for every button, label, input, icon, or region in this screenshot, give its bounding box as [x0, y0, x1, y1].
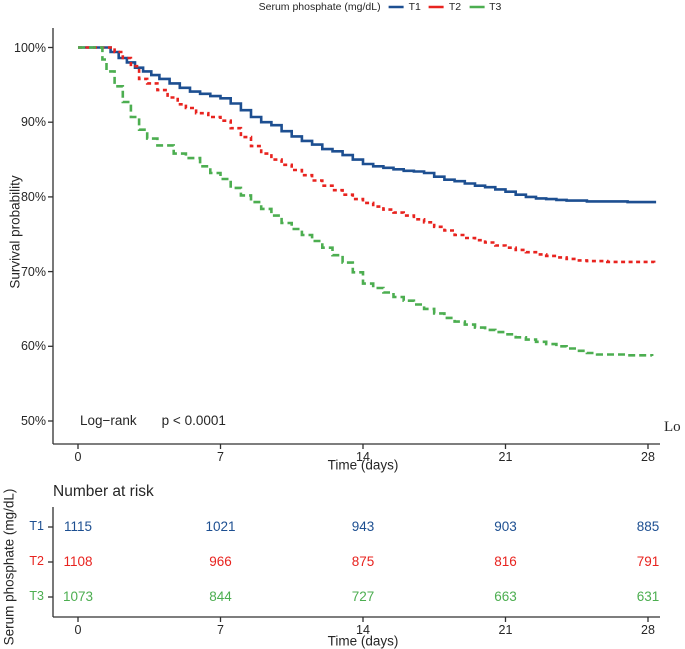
risk-x-tick-label: 21 [498, 623, 513, 637]
legend-item-t3: T3 [468, 1, 501, 13]
risk-x-axis-title: Time (days) [327, 633, 399, 649]
risk-count-t2-day14: 875 [351, 554, 375, 569]
y-tick-label: 50% [20, 414, 46, 428]
risk-count-t1-day21: 903 [494, 519, 517, 534]
risk-x-tick-label: 14 [356, 623, 370, 637]
x-tick-label: 21 [498, 450, 513, 464]
survival-curve-t1 [78, 46, 657, 204]
logrank-label: Log−rank [80, 413, 137, 428]
risk-count-t2-day21: 816 [494, 554, 517, 569]
risk-count-t3-day7: 844 [209, 589, 232, 604]
risk-count-t1-day14: 943 [351, 519, 375, 534]
logrank-annotation: Log−rank p < 0.0001 [80, 413, 226, 428]
legend: Serum phosphate (mg/dL) T1 T2 T3 [259, 1, 502, 13]
risk-count-t3-day0: 1073 [62, 589, 94, 604]
x-tick-label: 28 [641, 450, 655, 464]
survival-curve-t2 [78, 46, 656, 264]
risk-row-label-t2: T2 [29, 554, 44, 568]
risk-x-tick-label: 0 [74, 623, 82, 637]
y-tick-label: 60% [20, 339, 46, 354]
risk-count-t3-day14: 727 [351, 589, 375, 604]
risk-x-tick-label: 28 [641, 623, 655, 637]
risk-row-label-t1: T1 [29, 519, 44, 533]
y-tick-label: 100% [14, 40, 46, 55]
y-tick-label: 90% [20, 115, 46, 130]
x-tick-label: 0 [74, 450, 82, 464]
t2-line-swatch-icon [428, 5, 444, 9]
y-tick-label: 80% [20, 189, 46, 204]
risk-count-t2-day7: 966 [209, 554, 232, 569]
risk-count-t2-day0: 1108 [63, 554, 93, 569]
p-value: p < 0.0001 [161, 413, 226, 428]
x-tick-label: 14 [356, 450, 370, 464]
risk-count-t1-day28: 885 [636, 519, 660, 534]
legend-item-t1: T1 [388, 1, 421, 13]
risk-count-t3-day28: 631 [636, 589, 660, 604]
risk-count-t1-day7: 1021 [205, 519, 236, 534]
y-tick-label: 70% [20, 264, 46, 279]
risk-table-title: Number at risk [53, 483, 154, 500]
survival-curve-t3 [78, 46, 654, 357]
clipped-edge-text: Lo [664, 419, 681, 435]
legend-item-t2: T2 [428, 1, 461, 13]
risk-row-label-t3: T3 [29, 589, 44, 603]
t1-line-swatch-icon [388, 5, 404, 9]
t3-line-swatch-icon [469, 5, 485, 9]
x-axis-title: Time (days) [327, 457, 399, 473]
legend-label-t1: T1 [408, 1, 421, 13]
risk-count-t3-day21: 663 [494, 589, 517, 604]
risk-x-tick-label: 7 [217, 623, 224, 637]
risk-count-t1-day0: 1115 [63, 519, 93, 534]
x-tick-label: 7 [217, 450, 224, 464]
risk-count-t2-day28: 791 [636, 554, 660, 569]
legend-label-t3: T3 [489, 1, 502, 13]
legend-title: Serum phosphate (mg/dL) [258, 1, 381, 13]
legend-label-t2: T2 [448, 1, 462, 13]
